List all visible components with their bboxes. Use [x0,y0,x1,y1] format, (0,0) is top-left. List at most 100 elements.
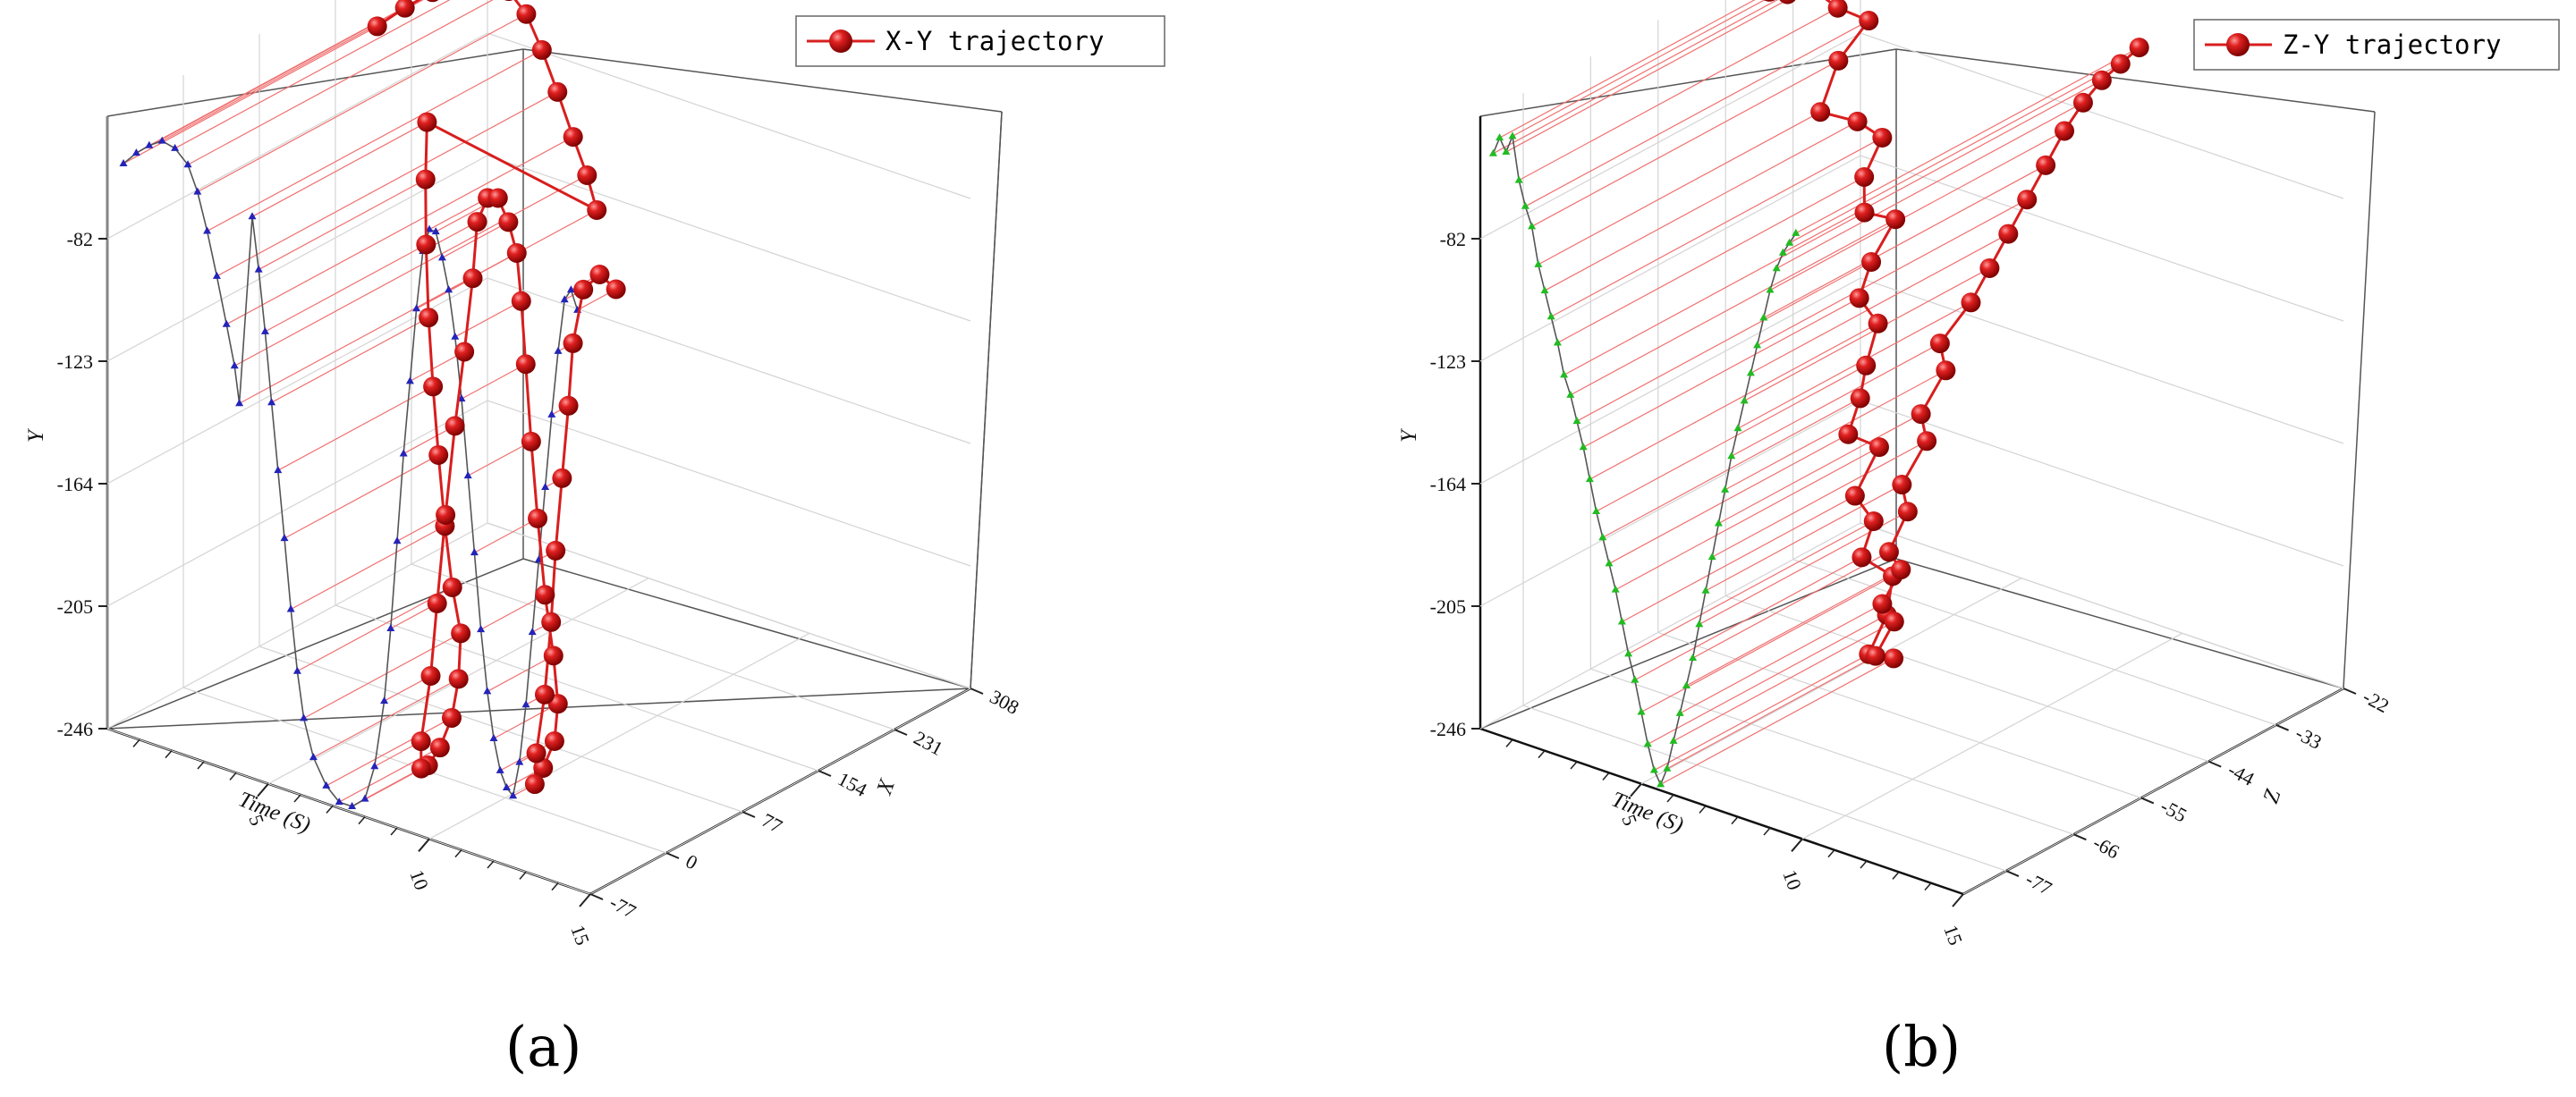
series-point [415,169,436,190]
projection-connector [303,632,462,719]
y-tick-label: -164 [1430,473,1466,495]
depth-tick-mark [2072,833,2087,841]
projection-marker [399,449,408,457]
projection-connector [467,441,532,477]
panel-a-legend: X-Y trajectory [795,15,1165,67]
projection-connector [1550,137,1883,317]
time-minor-tick [1827,849,1835,858]
series-point [429,738,450,758]
projection-marker [1502,147,1511,155]
panel-b: -246-205-164-123-8251015-77-66-55-44-33-… [1397,0,2560,1079]
projection-marker [309,753,318,761]
projection-connector [428,197,488,231]
series-point [367,16,387,37]
depth-tick-label: 77 [758,808,786,837]
series-point [467,212,487,232]
series-point [544,731,564,752]
projection-marker [1566,390,1575,398]
time-minor-tick [1892,871,1900,880]
projection-marker [1546,312,1555,320]
series-point [1897,502,1918,522]
series-point [1856,355,1877,376]
time-tick-mark [1952,893,1964,907]
series-point [448,669,469,689]
grid-line-time [589,688,971,895]
projection-marker [437,253,446,261]
projection-connector [1493,0,1778,155]
projection-marker [1579,443,1588,451]
series-point [1849,288,1869,308]
depth-tick-label: -33 [2292,721,2326,754]
projection-marker [286,604,295,612]
series-point [1861,252,1882,273]
projection-connector [1596,365,1867,512]
projection-marker [483,687,492,695]
depth-tick-mark [818,770,832,777]
projection-marker [1792,228,1801,236]
grid-line-y [1479,277,2344,485]
projection-marker [360,794,369,802]
projection-connector [1763,165,2046,319]
projection-marker [1528,222,1537,230]
grid-line-time [1801,632,2183,840]
projection-marker [560,295,569,303]
projection-marker [131,148,140,156]
time-minor-tick [1602,772,1610,781]
depth-tick-label: -44 [2224,758,2258,790]
series-point [417,112,437,132]
projection-marker [1514,175,1523,183]
projection-connector [1686,569,1902,687]
series-point [606,279,626,300]
projection-connector [1673,620,1895,742]
series-point [411,731,431,752]
projection-marker [1785,238,1794,246]
series-point [543,646,564,666]
projection-marker [1631,675,1640,683]
projection-connector [1538,111,1821,266]
projection-connector [1679,603,1883,714]
projection-marker [203,226,212,234]
projection-connector [1531,60,1839,227]
projection-marker [300,713,309,721]
time-minor-tick [487,860,495,869]
projection-connector [1731,342,1941,457]
projection-connector [1576,261,1872,422]
grid-line-depth [106,728,591,895]
projection-marker [1766,285,1775,293]
projection-marker [1508,131,1517,139]
projection-marker [193,187,202,195]
projection-connector [1775,102,2084,269]
series-point [506,243,527,264]
depth-tick-mark [970,688,984,695]
series-point [2036,155,2056,175]
projection-marker [370,762,379,770]
projection-marker [1643,739,1652,747]
projection-marker [1540,286,1549,294]
projection-marker [322,781,331,789]
projection-marker [1496,133,1504,141]
projection-connector [454,300,522,338]
projection-marker [1572,417,1581,425]
projection-connector [1608,434,1849,564]
series-point [547,81,568,102]
time-minor-tick [293,794,301,803]
projection-marker [425,224,434,232]
projection-connector [474,518,538,553]
series-point [573,279,594,300]
projection-connector [207,49,543,232]
series-point [1998,224,2019,244]
projection-marker [1649,765,1658,773]
projection-marker [260,326,269,334]
projection-connector [1711,440,1928,558]
projection-connector [1589,323,1878,480]
projection-connector [1705,484,1902,592]
series-point [2110,54,2131,74]
projection-connector [461,363,527,400]
series-point [563,127,583,148]
grid-line-depth [1724,595,2209,763]
projection-marker [1759,313,1768,321]
projection-connector [161,0,424,142]
series-point [1852,547,1872,568]
projection-connector [448,252,518,291]
